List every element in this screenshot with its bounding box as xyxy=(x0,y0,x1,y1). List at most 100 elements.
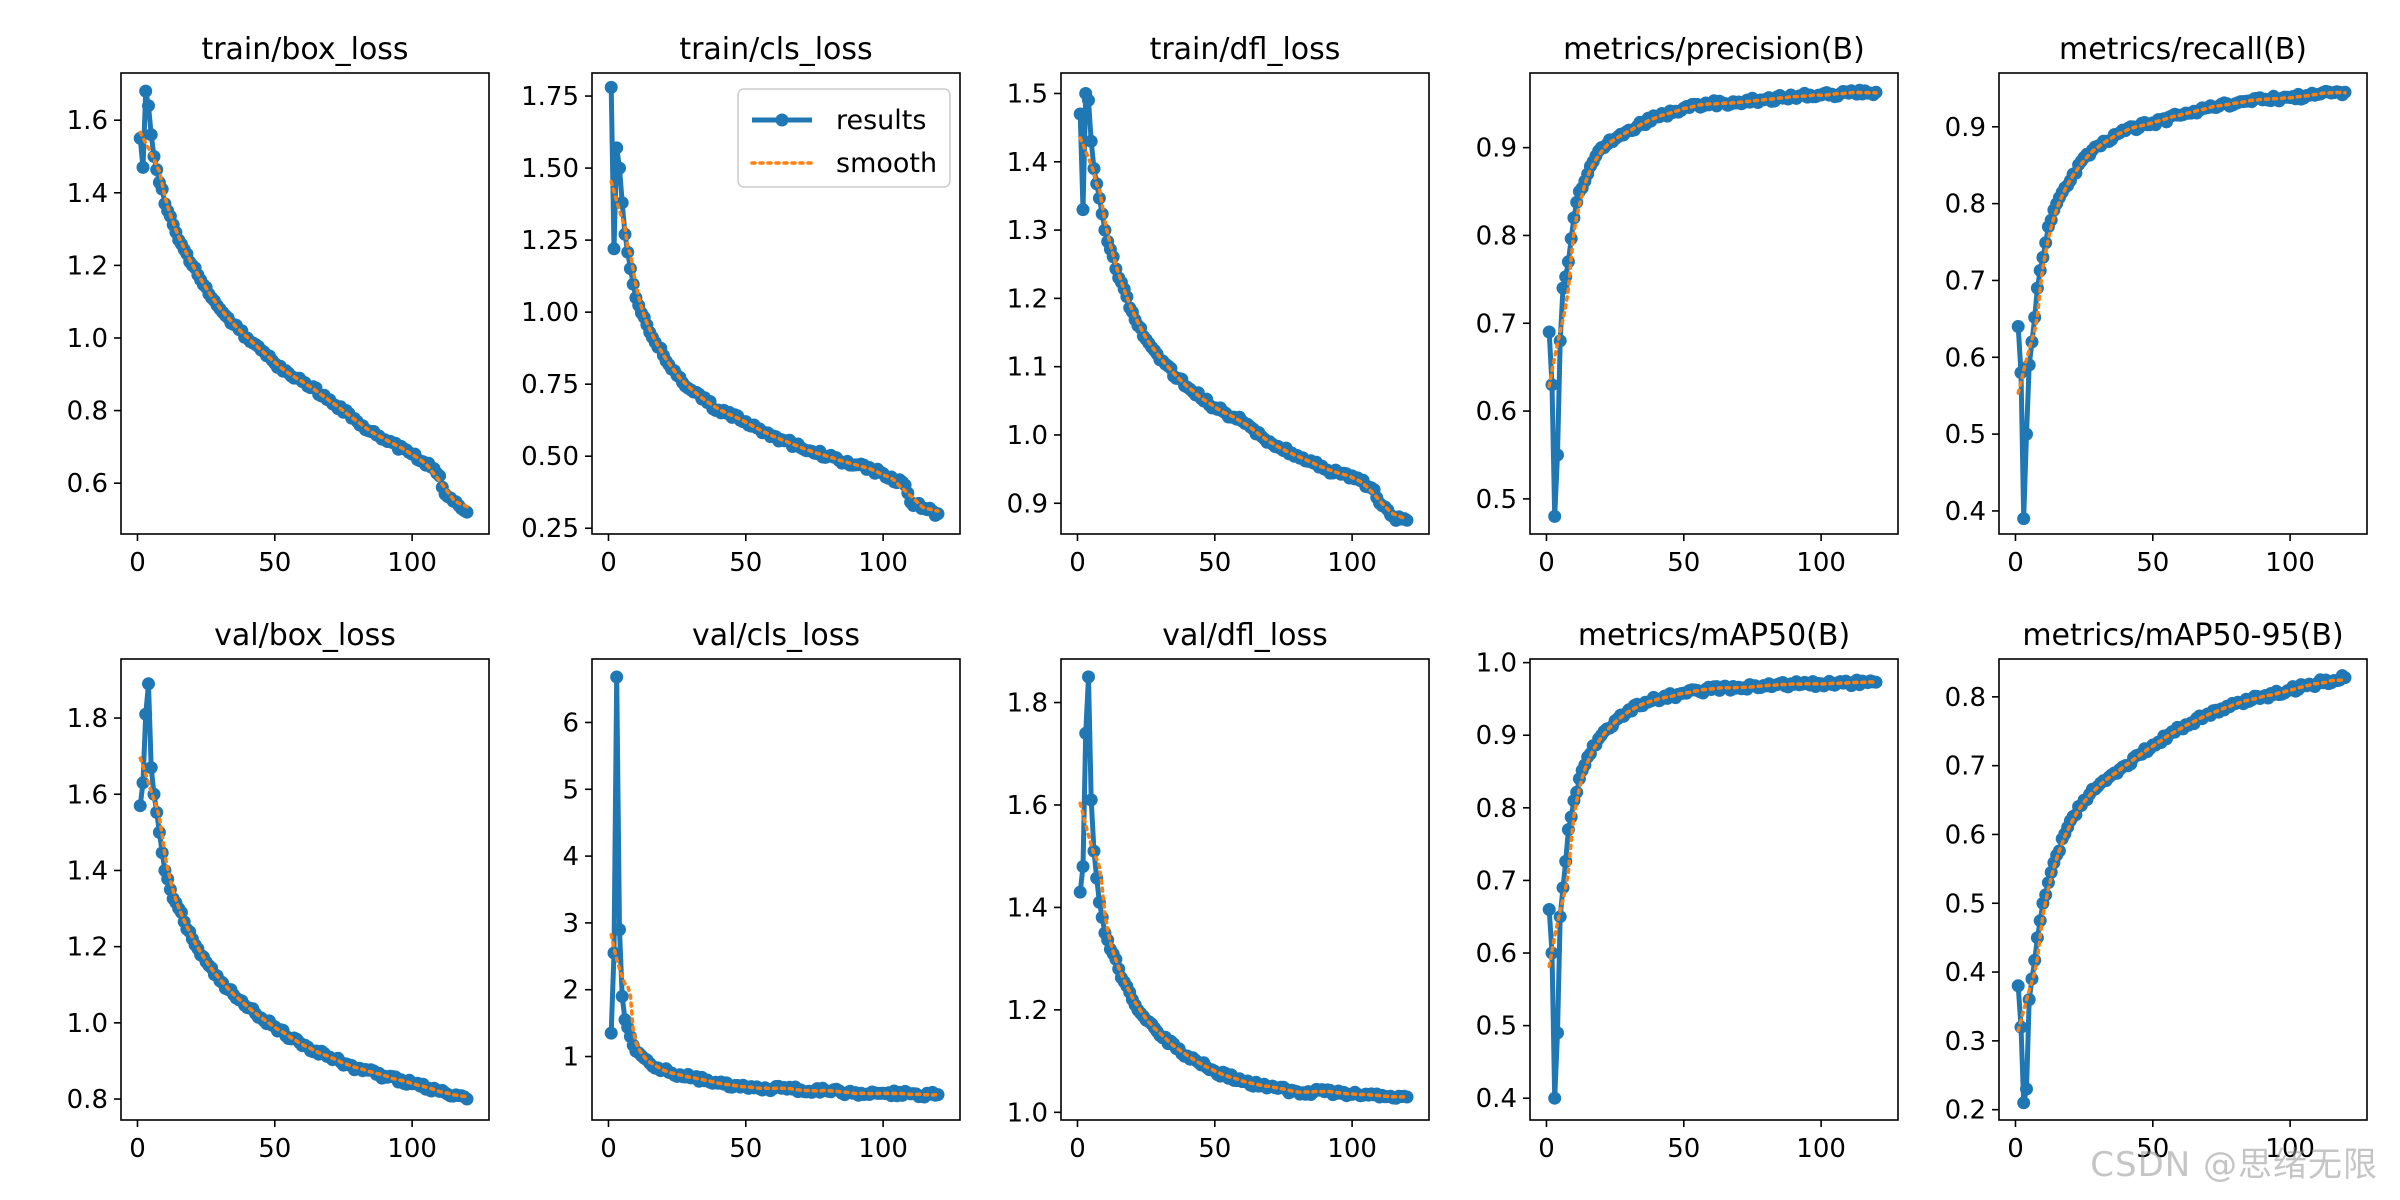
y-tick-label: 1.50 xyxy=(521,154,579,184)
chart-panel-val_box_loss: val/box_loss 0 50 100 0.8 1.0 1.2 1.4 1.6 1.8 xyxy=(67,618,490,1164)
axes-frame xyxy=(120,658,490,1121)
data-point xyxy=(1551,448,1564,462)
chart-title: metrics/mAP50-95(B) xyxy=(2022,618,2343,653)
x-tick-label: 50 xyxy=(1198,548,1231,578)
x-tick-label: 50 xyxy=(2136,1134,2169,1164)
smooth-line xyxy=(1547,90,1878,388)
chart-title: val/cls_loss xyxy=(692,618,860,653)
y-tick-label: 6 xyxy=(562,708,579,738)
y-tick-label: 1.6 xyxy=(67,780,108,810)
results-markers xyxy=(1542,673,1883,1105)
data-point xyxy=(1869,675,1883,689)
y-tick-label: 4 xyxy=(562,842,579,872)
data-point xyxy=(1400,1090,1414,1104)
x-tick-label: 100 xyxy=(387,548,437,578)
chart-title: val/dfl_loss xyxy=(1162,618,1327,653)
data-point xyxy=(1073,107,1087,121)
chart-panel-train_cls_loss: train/cls_loss 0 50 100 0.25 0.50 0.75 1.00 1.25… xyxy=(521,32,961,578)
y-tick-label: 0.9 xyxy=(1945,113,1986,143)
axes-frame xyxy=(1529,658,1899,1121)
data-point xyxy=(1084,793,1098,807)
data-point xyxy=(2017,1096,2031,1110)
y-tick-label: 1.4 xyxy=(67,179,108,209)
results-markers xyxy=(2011,84,2352,526)
data-point xyxy=(144,761,158,775)
y-tick-label: 0.4 xyxy=(1945,958,1986,988)
x-tick-label: 0 xyxy=(129,548,146,578)
results-line xyxy=(2015,673,2347,1106)
legend: results smooth xyxy=(737,88,951,188)
x-tick-label: 50 xyxy=(2136,548,2169,578)
axes-frame xyxy=(1060,72,1430,535)
data-point xyxy=(931,1088,945,1102)
y-tick-label: 1.25 xyxy=(521,226,579,256)
data-point xyxy=(1542,325,1556,339)
chart-panel-metrics_recall: metrics/recall(B) 0 50 100 0.4 0.5 0.6 0.7 0.8 0.… xyxy=(1945,32,2368,578)
data-point xyxy=(1082,93,1095,107)
chart-title: metrics/precision(B) xyxy=(1563,32,1865,67)
data-point xyxy=(1079,726,1093,740)
data-point xyxy=(1551,1026,1564,1040)
x-tick-label: 100 xyxy=(2265,548,2315,578)
y-tick-label: 0.7 xyxy=(1945,266,1986,296)
data-point xyxy=(136,776,150,790)
data-point xyxy=(139,707,153,721)
y-tick-label: 0.8 xyxy=(1476,221,1517,251)
x-tick-label: 50 xyxy=(729,548,762,578)
y-tick-label: 0.8 xyxy=(1945,190,1986,220)
y-tick-label: 0.9 xyxy=(1476,134,1517,164)
chart-panel-val_dfl_loss: val/dfl_loss 0 50 100 1.0 1.2 1.4 1.6 1.8 xyxy=(1007,618,1430,1164)
y-tick-label: 1.4 xyxy=(1007,893,1048,923)
y-tick-label: 0.7 xyxy=(1476,866,1517,896)
x-tick-label: 0 xyxy=(129,1134,146,1164)
y-tick-label: 0.25 xyxy=(521,514,579,544)
x-tick-label: 100 xyxy=(858,1134,908,1164)
data-point xyxy=(610,141,624,155)
y-tick-label: 1.5 xyxy=(1007,79,1048,109)
y-tick-label: 1.1 xyxy=(1007,353,1048,383)
data-point xyxy=(155,846,169,860)
chart-panel-metrics_map50: metrics/mAP50(B) 0 50 100 0.4 0.5 0.6 0.7 0.8 0.9… xyxy=(1476,618,1899,1164)
y-tick-label: 0.2 xyxy=(1945,1096,1986,1126)
y-tick-label: 1.2 xyxy=(67,251,108,281)
smooth-line xyxy=(2016,677,2347,1033)
axes-frame xyxy=(1060,658,1430,1121)
legend-results-label: results xyxy=(836,105,926,136)
y-tick-label: 1.0 xyxy=(67,324,108,354)
results-markers xyxy=(1073,670,1414,1105)
results-markers xyxy=(2011,669,2352,1110)
x-tick-label: 0 xyxy=(1069,548,1086,578)
y-tick-label: 1.4 xyxy=(67,856,108,886)
x-tick-label: 0 xyxy=(1538,1134,1555,1164)
y-tick-label: 3 xyxy=(562,909,579,939)
y-tick-label: 1.00 xyxy=(521,298,579,328)
data-point xyxy=(604,1026,618,1040)
csdn-watermark: CSDN @思绪无限 xyxy=(2090,1145,2378,1185)
x-tick-label: 50 xyxy=(1667,548,1700,578)
data-point xyxy=(1076,203,1090,217)
results-line xyxy=(608,674,939,1100)
y-tick-label: 0.3 xyxy=(1945,1027,1986,1057)
y-tick-label: 1.8 xyxy=(67,704,108,734)
y-tick-label: 0.8 xyxy=(1476,794,1517,824)
x-tick-label: 0 xyxy=(2007,548,2024,578)
y-tick-label: 1.0 xyxy=(1476,649,1517,679)
y-tick-label: 1.0 xyxy=(1007,1098,1048,1128)
chart-title: metrics/mAP50(B) xyxy=(1578,618,1850,653)
y-tick-label: 0.8 xyxy=(1945,683,1986,713)
y-tick-label: 0.8 xyxy=(67,397,108,427)
data-point xyxy=(1076,860,1090,873)
x-tick-label: 0 xyxy=(600,548,617,578)
x-tick-label: 100 xyxy=(1327,1134,1377,1164)
data-point xyxy=(1120,290,1134,304)
x-tick-label: 0 xyxy=(600,1134,617,1164)
smooth-line xyxy=(1078,801,1409,1099)
y-tick-label: 1.6 xyxy=(67,106,108,136)
smooth-line xyxy=(609,179,940,513)
results-markers xyxy=(133,677,474,1106)
data-point xyxy=(604,80,618,94)
y-tick-label: 1.2 xyxy=(1007,284,1048,314)
data-point xyxy=(2338,671,2352,685)
results-markers xyxy=(1542,83,1883,523)
